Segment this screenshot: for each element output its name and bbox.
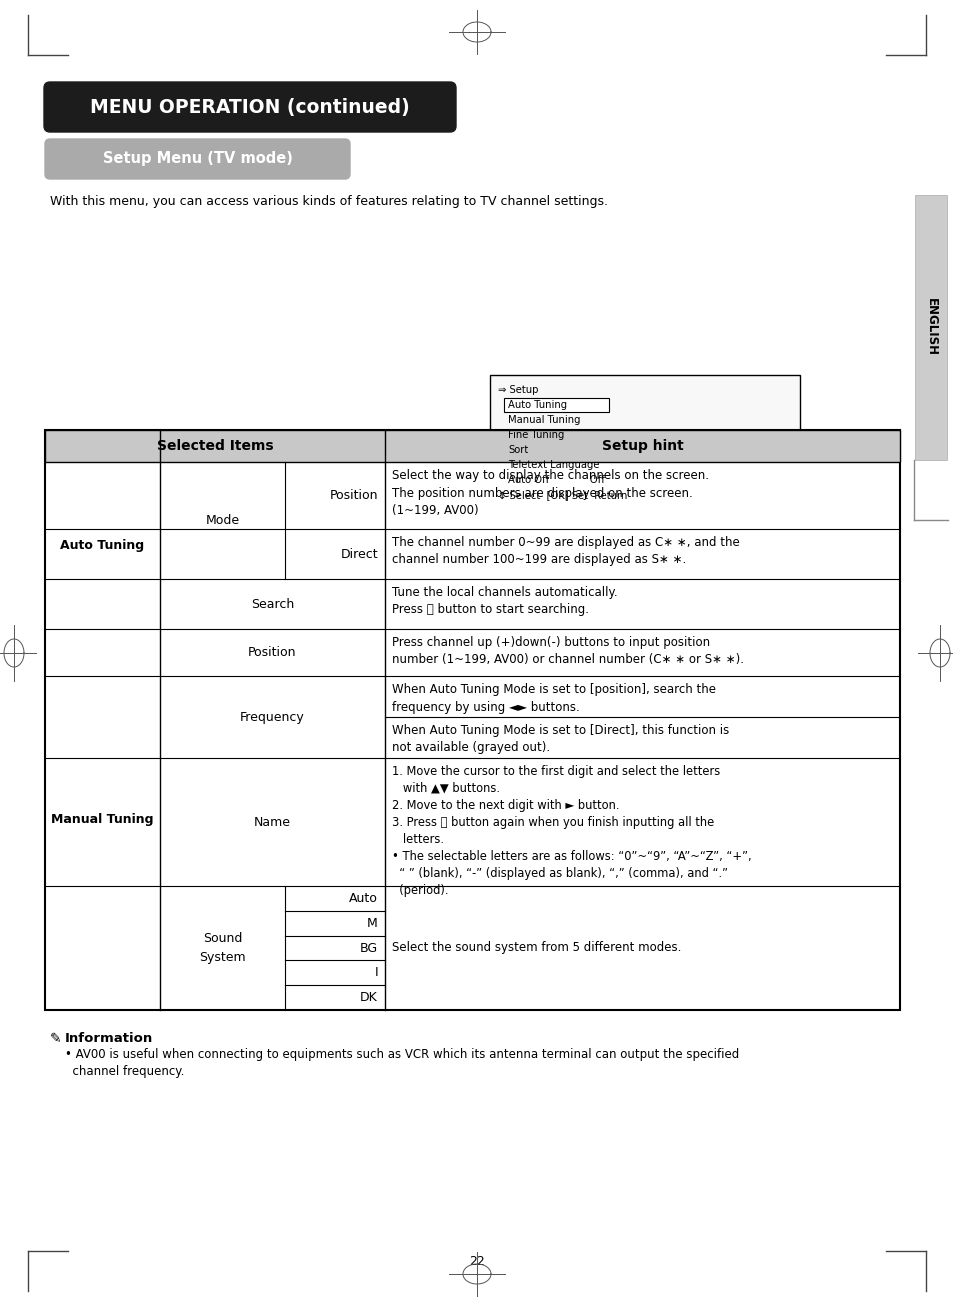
- Text: BG: BG: [359, 942, 377, 955]
- Text: When Auto Tuning Mode is set to [Direct], this function is
not available (grayed: When Auto Tuning Mode is set to [Direct]…: [392, 724, 728, 755]
- Text: Position: Position: [248, 646, 296, 660]
- Text: ⇒ Setup: ⇒ Setup: [497, 385, 537, 394]
- Text: Auto Tuning: Auto Tuning: [507, 400, 566, 410]
- Text: Press channel up (+)down(-) buttons to input position
number (1~199, AV00) or ch: Press channel up (+)down(-) buttons to i…: [392, 636, 743, 666]
- Text: Name: Name: [253, 815, 291, 828]
- Text: Position: Position: [329, 488, 377, 502]
- Text: Manual Tuning: Manual Tuning: [507, 415, 579, 424]
- FancyBboxPatch shape: [44, 82, 456, 132]
- Text: 22: 22: [469, 1255, 484, 1268]
- Text: Information: Information: [65, 1032, 153, 1045]
- Text: Select the way to display the channels on the screen.
The position numbers are d: Select the way to display the channels o…: [392, 469, 708, 517]
- Text: Tune the local channels automatically.
Press ⓞ button to start searching.: Tune the local channels automatically. P…: [392, 586, 617, 616]
- Text: MENU OPERATION (continued): MENU OPERATION (continued): [90, 98, 410, 116]
- Text: Teletext Language: Teletext Language: [507, 460, 598, 470]
- Text: Selected Items: Selected Items: [156, 439, 273, 453]
- Text: Setup hint: Setup hint: [601, 439, 682, 453]
- Bar: [45, 430, 899, 462]
- Bar: [45, 430, 899, 1010]
- Text: Select the sound system from 5 different modes.: Select the sound system from 5 different…: [392, 942, 680, 955]
- Text: Sort: Sort: [507, 445, 528, 454]
- Bar: [490, 375, 800, 525]
- Text: ✎: ✎: [50, 1032, 62, 1046]
- Text: M: M: [367, 917, 377, 930]
- FancyBboxPatch shape: [45, 138, 350, 179]
- Text: ENGLISH: ENGLISH: [923, 299, 937, 357]
- Text: Fine Tuning: Fine Tuning: [507, 430, 564, 440]
- Text: • AV00 is useful when connecting to equipments such as VCR which its antenna ter: • AV00 is useful when connecting to equi…: [65, 1047, 739, 1079]
- Text: Auto Off             Off: Auto Off Off: [507, 475, 604, 485]
- Text: Auto: Auto: [349, 892, 377, 905]
- Text: ↕ Select  [OK] Set  Return: ↕ Select [OK] Set Return: [497, 490, 627, 500]
- Text: With this menu, you can access various kinds of features relating to TV channel : With this menu, you can access various k…: [50, 195, 607, 208]
- Text: The channel number 0~99 are displayed as C∗ ∗, and the
channel number 100~199 ar: The channel number 0~99 are displayed as…: [392, 535, 739, 567]
- Text: Auto Tuning: Auto Tuning: [60, 539, 145, 552]
- Text: When Auto Tuning Mode is set to [position], search the
frequency by using ◄► but: When Auto Tuning Mode is set to [positio…: [392, 683, 716, 713]
- Text: Setup Menu (TV mode): Setup Menu (TV mode): [103, 151, 293, 166]
- Text: Direct: Direct: [340, 547, 377, 560]
- Text: Mode: Mode: [205, 515, 239, 528]
- Text: Search: Search: [251, 598, 294, 610]
- Text: DK: DK: [360, 991, 377, 1004]
- Text: Frequency: Frequency: [240, 710, 305, 724]
- Text: Sound
System: Sound System: [199, 932, 246, 964]
- Text: Manual Tuning: Manual Tuning: [51, 814, 153, 825]
- Text: 1. Move the cursor to the first digit and select the letters
   with ▲▼ buttons.: 1. Move the cursor to the first digit an…: [392, 765, 751, 897]
- Text: I: I: [374, 966, 377, 980]
- Bar: [914, 195, 946, 460]
- Bar: [503, 398, 608, 411]
